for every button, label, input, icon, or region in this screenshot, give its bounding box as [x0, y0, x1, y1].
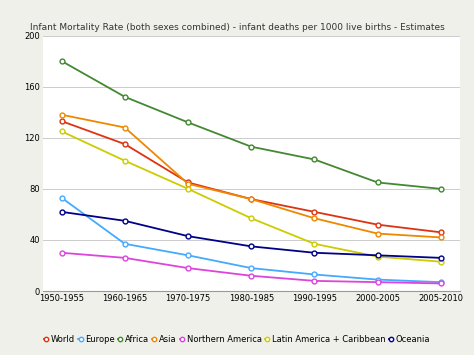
Latin America + Caribbean	[311, 242, 317, 246]
Asia	[311, 216, 317, 220]
Legend: World, Europe, Africa, Asia, Northern America, Latin America + Caribbean, Oceani: World, Europe, Africa, Asia, Northern Am…	[41, 332, 433, 347]
Europe	[438, 280, 444, 284]
Text: Infant Mortality Rate (both sexes combined) - infant deaths per 1000 live births: Infant Mortality Rate (both sexes combin…	[29, 23, 444, 32]
Africa	[59, 59, 64, 63]
Latin America + Caribbean	[438, 260, 444, 264]
World	[185, 180, 191, 185]
Northern America	[185, 266, 191, 270]
Africa	[185, 120, 191, 125]
Oceania	[248, 244, 254, 248]
Africa	[311, 157, 317, 162]
World	[122, 142, 128, 146]
World	[311, 210, 317, 214]
Northern America	[311, 279, 317, 283]
World	[248, 197, 254, 201]
Latin America + Caribbean	[59, 129, 64, 133]
Northern America	[122, 256, 128, 260]
Europe	[375, 278, 381, 282]
Asia	[375, 231, 381, 236]
Latin America + Caribbean	[375, 255, 381, 259]
Europe	[122, 242, 128, 246]
Northern America	[438, 281, 444, 285]
World	[438, 230, 444, 234]
Northern America	[59, 251, 64, 255]
Oceania	[375, 253, 381, 257]
Europe	[248, 266, 254, 270]
Line: Oceania: Oceania	[59, 209, 443, 260]
Oceania	[311, 251, 317, 255]
Latin America + Caribbean	[185, 187, 191, 191]
Oceania	[122, 219, 128, 223]
Oceania	[438, 256, 444, 260]
Line: World: World	[59, 119, 443, 235]
Oceania	[185, 234, 191, 238]
Line: Northern America: Northern America	[59, 250, 443, 286]
Northern America	[375, 280, 381, 284]
World	[59, 119, 64, 123]
Africa	[122, 95, 128, 99]
Asia	[59, 113, 64, 117]
Africa	[248, 144, 254, 149]
Line: Latin America + Caribbean: Latin America + Caribbean	[59, 129, 443, 264]
Northern America	[248, 274, 254, 278]
World	[375, 223, 381, 227]
Asia	[122, 125, 128, 130]
Europe	[59, 196, 64, 200]
Latin America + Caribbean	[122, 159, 128, 163]
Africa	[375, 180, 381, 185]
Asia	[438, 235, 444, 240]
Africa	[438, 187, 444, 191]
Oceania	[59, 210, 64, 214]
Latin America + Caribbean	[248, 216, 254, 220]
Asia	[248, 197, 254, 201]
Europe	[311, 272, 317, 277]
Line: Asia: Asia	[59, 112, 443, 240]
Line: Africa: Africa	[59, 59, 443, 191]
Europe	[185, 253, 191, 257]
Line: Europe: Europe	[59, 195, 443, 285]
Asia	[185, 182, 191, 186]
